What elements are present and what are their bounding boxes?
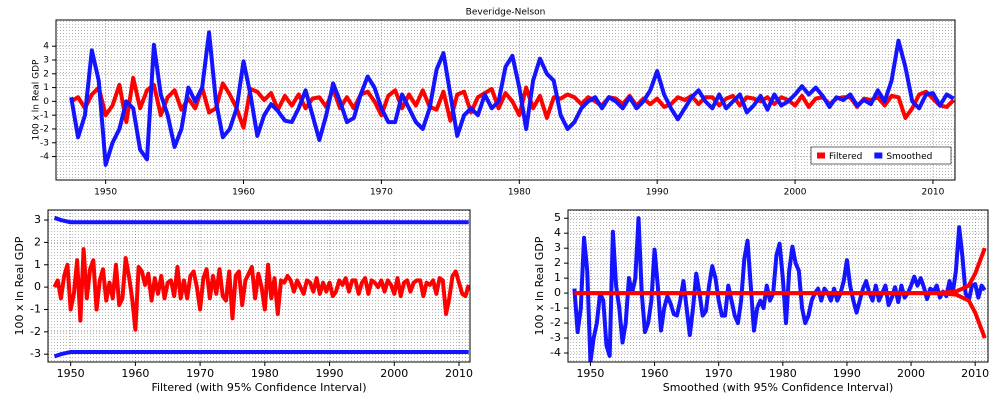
x-tick-label: 2010 — [961, 367, 989, 380]
y-tick-label: 2 — [554, 256, 561, 269]
x-tick-label: 1970 — [186, 367, 214, 380]
series-line — [53, 215, 469, 225]
x-tick-label: 1960 — [232, 188, 255, 198]
series-line — [70, 75, 955, 130]
chart-title: Beveridge-Nelson — [466, 8, 546, 18]
x-tick-label: 2010 — [921, 188, 944, 198]
y-tick-label: -4 — [40, 152, 49, 162]
plot-frame — [47, 209, 471, 363]
x-tick-label: 1980 — [508, 188, 531, 198]
x-tick-label: 1990 — [646, 188, 669, 198]
series-line — [69, 30, 955, 167]
plot-frame — [567, 209, 989, 363]
legend-swatch — [817, 152, 825, 159]
y-tick-label: -2 — [550, 316, 561, 329]
plot-frame — [55, 19, 956, 181]
x-tick-label: 1990 — [316, 367, 344, 380]
y-tick-label: -2 — [30, 325, 41, 338]
y-tick-label: -1 — [30, 302, 41, 315]
x-axis-label: Smoothed (with 95% Confidence Interval) — [663, 381, 894, 394]
y-tick-label: 2 — [43, 69, 49, 79]
legend-label: Filtered — [829, 152, 862, 162]
legend-swatch — [874, 152, 883, 159]
x-tick-label: 1980 — [251, 367, 279, 380]
x-tick-label: 1960 — [121, 367, 149, 380]
y-tick-label: -1 — [550, 301, 561, 314]
x-tick-label: 1980 — [769, 367, 797, 380]
x-tick-label: 1950 — [576, 367, 604, 380]
series-line — [574, 291, 987, 339]
y-tick-label: 0 — [43, 97, 49, 107]
x-tick-label: 1970 — [705, 367, 733, 380]
y-axis-label: 100 x ln Real GDP — [13, 236, 26, 335]
x-tick-label: 1990 — [833, 367, 861, 380]
panel: -3 -2 -1 0 1 2 3 1950 1960 1970 1980 1990 2000 2010 Fi… — [13, 209, 473, 394]
panel: -4 -3 -2 -1 0 1 2 3 4 1950 1960 1970 1980 1990 2000 201… — [32, 8, 956, 198]
y-tick-label: 1 — [554, 271, 561, 284]
y-tick-label: 4 — [43, 42, 49, 52]
x-tick-label: 1950 — [94, 188, 117, 198]
y-tick-label: 0 — [554, 286, 561, 299]
x-tick-label: 2010 — [445, 367, 473, 380]
y-tick-label: 0 — [34, 280, 41, 293]
y-tick-label: -3 — [550, 331, 561, 344]
y-tick-label: 3 — [34, 213, 41, 226]
panel: -4 -3 -2 -1 0 1 2 3 4 5 1950 1960 1970 1980 1990 2000 20… — [533, 209, 989, 394]
y-tick-label: -1 — [40, 111, 49, 121]
x-tick-label: 1970 — [370, 188, 393, 198]
x-tick-label: 1950 — [57, 367, 85, 380]
series-line — [52, 247, 470, 332]
y-tick-label: -2 — [40, 124, 49, 134]
y-tick-label: 4 — [554, 226, 561, 239]
y-tick-label: 3 — [43, 56, 49, 66]
y-axis-label: 100 x ln Real GDP — [533, 236, 546, 335]
series-line — [53, 349, 469, 359]
series-line — [572, 216, 987, 362]
y-tick-label: -3 — [30, 347, 41, 360]
legend: Filtered Smoothed — [810, 146, 952, 165]
y-tick-label: 1 — [43, 83, 49, 93]
y-tick-label: 3 — [554, 241, 561, 254]
y-tick-label: 1 — [34, 258, 41, 271]
y-tick-label: -4 — [550, 346, 561, 359]
x-axis-label: Filtered (with 95% Confidence Interval) — [151, 381, 366, 394]
y-tick-label: 5 — [554, 211, 561, 224]
y-axis-label: 100 x ln Real GDP — [32, 59, 42, 140]
y-tick-label: -3 — [40, 138, 49, 148]
legend-label: Smoothed — [886, 152, 932, 162]
x-tick-label: 2000 — [380, 367, 408, 380]
y-tick-label: 2 — [34, 235, 41, 248]
x-tick-label: 1960 — [641, 367, 669, 380]
x-tick-label: 2000 — [897, 367, 925, 380]
x-tick-label: 2000 — [784, 188, 807, 198]
